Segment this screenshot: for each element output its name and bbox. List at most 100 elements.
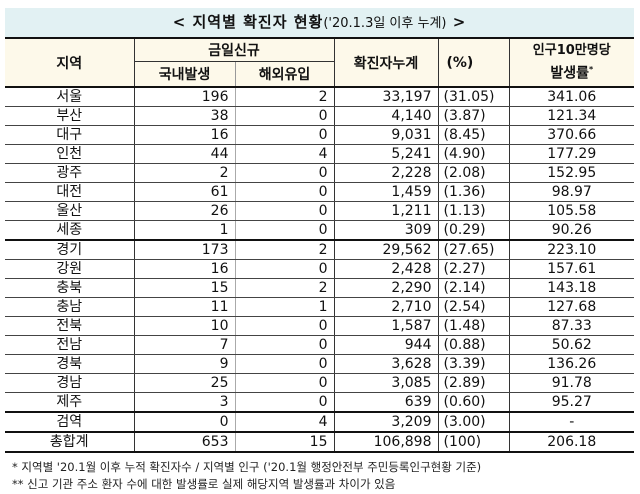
- table-row: 전남 7 0 944 (0.88) 50.62: [5, 335, 634, 355]
- cell-imported: 0: [235, 316, 334, 336]
- cell-imported: 2: [235, 278, 334, 298]
- table-row: 경북 9 0 3,628 (3.39) 136.26: [5, 354, 634, 374]
- cell-percent: (3.00): [437, 412, 509, 433]
- cell-region: 제주: [5, 392, 134, 413]
- cell-percent: (1.48): [437, 316, 509, 336]
- table-row: 부산 38 0 4,140 (3.87) 121.34: [5, 106, 634, 126]
- header-cumulative: 확진자누계: [333, 39, 439, 87]
- cell-region: 부산: [5, 106, 134, 126]
- cell-rate: 50.62: [508, 335, 634, 355]
- header-rate-line2: 발생률: [550, 65, 589, 82]
- header-rate-line1: 인구10만명당: [532, 43, 611, 59]
- cell-cumulative: 1,587: [333, 316, 438, 336]
- cell-domestic: 173: [133, 240, 236, 260]
- cell-cumulative: 639: [333, 392, 438, 413]
- cell-rate: 206.18: [508, 432, 634, 453]
- cell-cumulative: 2,710: [333, 297, 438, 317]
- cell-cumulative: 3,209: [333, 412, 438, 433]
- cell-region: 울산: [5, 201, 134, 221]
- cell-rate: 121.34: [508, 106, 634, 126]
- cell-cumulative: 9,031: [333, 125, 438, 145]
- cell-percent: (2.89): [437, 373, 509, 393]
- footnote-2: ** 신고 기관 주소 환자 수에 대한 발생률로 실제 해당지역 발생률과 차…: [12, 477, 396, 491]
- cell-region: 광주: [5, 163, 134, 183]
- table-row: 대구 16 0 9,031 (8.45) 370.66: [5, 125, 634, 145]
- cell-rate: 90.26: [508, 220, 634, 241]
- cell-cumulative: 4,140: [333, 106, 438, 126]
- cell-region: 세종: [5, 220, 134, 241]
- cell-domestic: 196: [133, 87, 236, 107]
- cell-rate: -: [508, 412, 634, 433]
- cell-imported: 0: [235, 201, 334, 221]
- table-row: 전북 10 0 1,587 (1.48) 87.33: [5, 316, 634, 336]
- cell-imported: 4: [235, 412, 334, 433]
- cell-imported: 2: [235, 87, 334, 107]
- cell-rate: 157.61: [508, 259, 634, 279]
- cell-rate: 177.29: [508, 144, 634, 164]
- header-region: 지역: [5, 39, 135, 87]
- cell-percent: (4.90): [437, 144, 509, 164]
- cell-domestic: 2: [133, 163, 236, 183]
- cell-cumulative: 5,241: [333, 144, 438, 164]
- cell-region: 강원: [5, 259, 134, 279]
- cell-imported: 1: [235, 297, 334, 317]
- cell-imported: 0: [235, 163, 334, 183]
- cell-percent: (2.54): [437, 297, 509, 317]
- header-rate: 인구10만명당 발생률*: [508, 39, 634, 87]
- cell-region: 경기: [5, 240, 134, 260]
- cell-region: 인천: [5, 144, 134, 164]
- cell-region: 충북: [5, 278, 134, 298]
- cell-region: 검역: [5, 412, 134, 433]
- cell-domestic: 16: [133, 125, 236, 145]
- cell-domestic: 1: [133, 220, 236, 241]
- table-title-sub: ('20.1.3일 이후 누계): [323, 16, 447, 31]
- cell-region: 충남: [5, 297, 134, 317]
- header-imported: 해외유입: [234, 61, 334, 87]
- cell-rate: 136.26: [508, 354, 634, 374]
- table-row: 서울 196 2 33,197 (31.05) 341.06: [5, 87, 634, 107]
- table-header: 지역 금일신규 확진자누계 (%) 인구10만명당 발생률* 국내발생 해외유입: [5, 39, 634, 87]
- cell-percent: (0.29): [437, 220, 509, 241]
- cell-percent: (2.08): [437, 163, 509, 183]
- cell-rate: 105.58: [508, 201, 634, 221]
- cell-imported: 0: [235, 373, 334, 393]
- cell-percent: (100): [437, 432, 509, 453]
- cell-domestic: 11: [133, 297, 236, 317]
- table-row: 대전 61 0 1,459 (1.36) 98.97: [5, 182, 634, 202]
- cell-percent: (3.87): [437, 106, 509, 126]
- cell-cumulative: 106,898: [333, 432, 438, 453]
- cell-rate: 341.06: [508, 87, 634, 107]
- cell-rate: 143.18: [508, 278, 634, 298]
- cell-percent: (3.39): [437, 354, 509, 374]
- cell-imported: 0: [235, 106, 334, 126]
- footnote-1: * 지역별 '20.1월 이후 누적 확진자수 / 지역별 인구 ('20.1월…: [12, 460, 482, 474]
- cell-cumulative: 3,628: [333, 354, 438, 374]
- cell-region: 대구: [5, 125, 134, 145]
- table-row-total: 총합계 653 15 106,898 (100) 206.18: [5, 432, 634, 453]
- cell-domestic: 653: [133, 432, 236, 453]
- header-rate-footnote-mark: *: [588, 65, 594, 75]
- cell-region: 전남: [5, 335, 134, 355]
- cell-imported: 0: [235, 392, 334, 413]
- cell-cumulative: 944: [333, 335, 438, 355]
- table-row: 인천 44 4 5,241 (4.90) 177.29: [5, 144, 634, 164]
- cell-rate: 223.10: [508, 240, 634, 260]
- cell-percent: (8.45): [437, 125, 509, 145]
- cell-rate: 98.97: [508, 182, 634, 202]
- cell-imported: 4: [235, 144, 334, 164]
- cell-region: 서울: [5, 87, 134, 107]
- regional-cases-table: 지역 금일신규 확진자누계 (%) 인구10만명당 발생률* 국내발생 해외유입…: [5, 39, 634, 453]
- table-title: < 지역별 확진자 현황('20.1.3일 이후 누계) >: [5, 8, 634, 39]
- cell-region: 총합계: [5, 432, 134, 453]
- cell-domestic: 38: [133, 106, 236, 126]
- cell-cumulative: 33,197: [333, 87, 438, 107]
- table-row: 충남 11 1 2,710 (2.54) 127.68: [5, 297, 634, 317]
- table-row: 광주 2 0 2,228 (2.08) 152.95: [5, 163, 634, 183]
- table-row-quarantine: 검역 0 4 3,209 (3.00) -: [5, 412, 634, 433]
- table-row: 울산 26 0 1,211 (1.13) 105.58: [5, 201, 634, 221]
- cell-percent: (27.65): [437, 240, 509, 260]
- cell-rate: 370.66: [508, 125, 634, 145]
- cell-imported: 0: [235, 125, 334, 145]
- cell-domestic: 25: [133, 373, 236, 393]
- cell-imported: 2: [235, 240, 334, 260]
